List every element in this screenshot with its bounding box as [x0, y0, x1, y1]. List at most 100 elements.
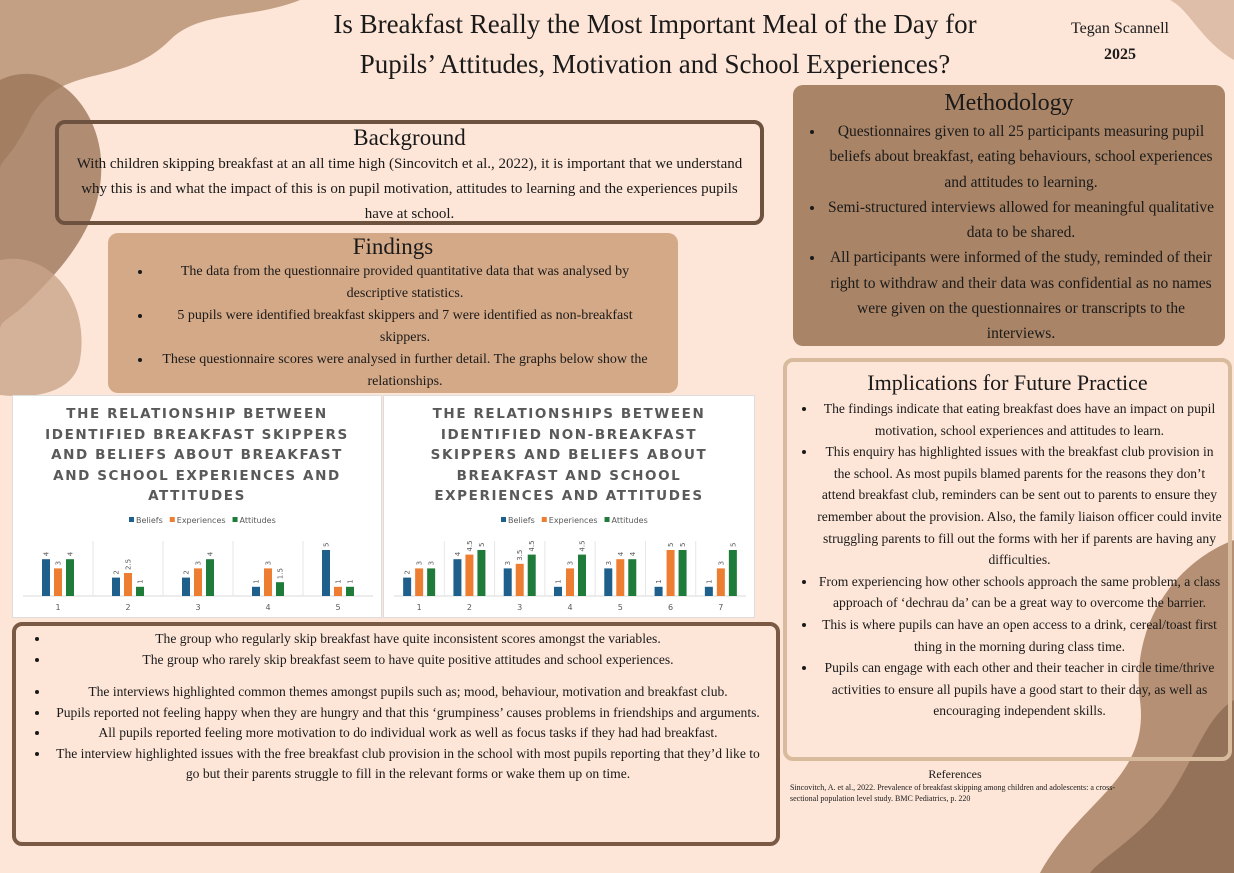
author: Tegan Scannell — [1071, 20, 1169, 37]
data-label: 1 — [655, 579, 663, 583]
data-label: 1 — [253, 579, 261, 583]
bar — [252, 586, 260, 596]
implications-box: Implications for Future Practice The fin… — [783, 358, 1232, 761]
bar — [616, 559, 625, 596]
list-item: From experiencing how other schools appr… — [817, 571, 1222, 614]
data-label: 4.5 — [528, 540, 536, 551]
x-tick-label: 5 — [335, 603, 340, 612]
x-tick-label: 3 — [517, 603, 522, 612]
list-item: This enquiry has highlighted issues with… — [817, 441, 1222, 571]
methodology-list: Questionnaires given to all 25 participa… — [801, 119, 1217, 347]
x-tick-label: 7 — [718, 603, 723, 612]
list-item: Questionnaires given to all 25 participa… — [825, 119, 1217, 195]
bar — [334, 586, 342, 596]
bar — [206, 559, 214, 596]
data-label: 2 — [183, 570, 191, 574]
legend-label: Attitudes — [612, 516, 648, 525]
references: References Sincovitch, A. et al., 2022. … — [790, 766, 1120, 804]
data-label: 2 — [404, 570, 412, 574]
bar — [527, 554, 536, 596]
data-label: 1 — [347, 579, 355, 583]
list-item: These questionnaire scores were analysed… — [152, 349, 658, 393]
data-label: 4 — [617, 551, 625, 556]
bar — [465, 554, 474, 596]
bar — [704, 586, 713, 596]
data-label: 4 — [207, 551, 215, 556]
legend-swatch — [169, 517, 175, 522]
bar — [515, 563, 524, 596]
methodology-heading: Methodology — [944, 90, 1074, 116]
list-item: The interviews highlighted common themes… — [50, 682, 766, 703]
data-label: 3.5 — [516, 550, 524, 561]
bar — [194, 568, 202, 596]
data-label: 3 — [567, 561, 575, 565]
list-item: The group who regularly skip breakfast h… — [50, 629, 766, 650]
findings-list: The data from the questionnaire provided… — [128, 261, 658, 393]
bar — [54, 568, 62, 596]
data-label: 4 — [67, 551, 75, 556]
data-label: 5 — [729, 543, 737, 547]
list-item: All pupils reported feeling more motivat… — [50, 723, 766, 744]
list-item: All participants were informed of the st… — [825, 245, 1217, 346]
bar — [453, 559, 462, 596]
data-label: 3 — [416, 561, 424, 565]
data-label: 4 — [43, 551, 51, 556]
bar — [322, 550, 330, 596]
chart-title: THE RELATIONSHIPS BETWEEN IDENTIFIED NON… — [430, 406, 708, 504]
data-label: 1 — [335, 579, 343, 583]
data-label: 3 — [265, 561, 273, 565]
list-item: The group who rarely skip breakfast seem… — [50, 650, 766, 671]
bar — [503, 568, 512, 596]
bar — [678, 550, 687, 596]
data-label: 4 — [629, 551, 637, 556]
bar — [112, 577, 120, 596]
references-text: Sincovitch, A. et al., 2022. Prevalence … — [790, 783, 1116, 803]
data-label: 3 — [55, 561, 63, 565]
author-block: Tegan Scannell 2025 — [1040, 16, 1200, 68]
bar — [42, 559, 50, 596]
bar — [604, 568, 613, 596]
methodology-box: Methodology Questionnaires given to all … — [793, 85, 1225, 346]
list-item: This is where pupils can have an open ac… — [817, 614, 1222, 657]
list-item: The data from the questionnaire provided… — [152, 261, 658, 305]
data-label: 1 — [137, 579, 145, 583]
list-item: The interview highlighted issues with th… — [50, 744, 766, 785]
implications-list: The findings indicate that eating breakf… — [793, 398, 1222, 722]
findings-box: Findings The data from the questionnaire… — [108, 233, 678, 393]
bar — [628, 559, 637, 596]
data-label: 1 — [555, 579, 563, 583]
bar — [716, 568, 725, 596]
title: Is Breakfast Really the Most Important M… — [333, 9, 977, 79]
legend-swatch — [541, 517, 547, 522]
data-label: 3 — [605, 561, 613, 565]
bar — [136, 586, 144, 596]
data-label: 1 — [705, 579, 713, 583]
x-tick-label: 2 — [467, 603, 472, 612]
legend-swatch — [129, 517, 134, 522]
x-tick-label: 3 — [195, 603, 200, 612]
findings-heading: Findings — [352, 234, 434, 259]
data-label: 2.5 — [125, 559, 133, 570]
x-tick-label: 5 — [618, 603, 623, 612]
bar — [346, 586, 354, 596]
list-item: Semi-structured interviews allowed for m… — [825, 195, 1217, 246]
bar — [415, 568, 424, 596]
data-label: 5 — [323, 543, 331, 547]
data-label: 5 — [679, 543, 687, 547]
list-item: Pupils reported not feeling happy when t… — [50, 703, 766, 724]
legend-swatch — [232, 517, 238, 522]
chart-panel: THE RELATIONSHIP BETWEEN IDENTIFIED BREA… — [12, 395, 382, 618]
data-label: 4.5 — [579, 540, 587, 551]
data-label: 4 — [454, 551, 462, 556]
list-item: Pupils can engage with each other and th… — [817, 657, 1222, 722]
implications-heading: Implications for Future Practice — [867, 370, 1148, 395]
bar — [578, 554, 586, 596]
legend-swatch — [501, 517, 506, 522]
data-label: 5 — [478, 543, 486, 547]
bar — [566, 568, 574, 596]
bar — [66, 559, 74, 596]
bar — [182, 577, 190, 596]
list-item: 5 pupils were identified breakfast skipp… — [152, 305, 658, 349]
bar — [654, 586, 663, 596]
